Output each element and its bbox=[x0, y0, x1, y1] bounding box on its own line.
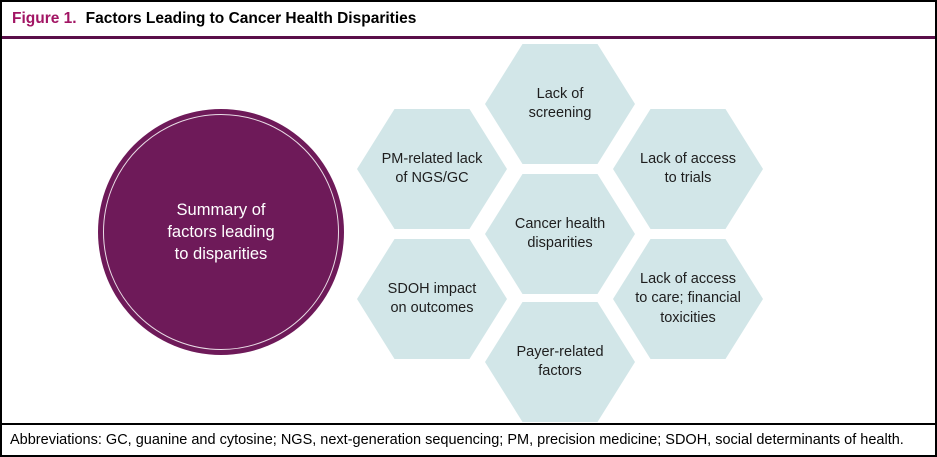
figure-header: Figure 1. Factors Leading to Cancer Heal… bbox=[2, 2, 935, 36]
hexagon-sdoh-impact-on-outcomes: SDOH impact on outcomes bbox=[357, 239, 507, 359]
hexagon-lack-of-access-to-trials-label: Lack of access to trials bbox=[640, 150, 736, 186]
hexagon-lack-of-access-to-trials: Lack of access to trials bbox=[613, 109, 763, 229]
hexagon-sdoh-impact-on-outcomes-label: SDOH impact on outcomes bbox=[387, 280, 477, 316]
figure-label: Figure 1. bbox=[12, 10, 77, 27]
hexagon-cancer-health-disparities-label: Cancer health disparities bbox=[514, 215, 606, 251]
hexagon-cancer-health-disparities: Cancer health disparities bbox=[485, 174, 635, 294]
hexagon-lack-of-access-to-care-financial-toxicities: Lack of access to care; financial toxici… bbox=[613, 239, 763, 359]
abbreviations-footer: Abbreviations: GC, guanine and cytosine;… bbox=[2, 425, 935, 455]
footer-rule bbox=[2, 423, 935, 425]
hexagon-lack-of-screening-label: Lack of screening bbox=[528, 85, 592, 121]
diagram-canvas: Summary of factors leading to disparitie… bbox=[2, 39, 935, 423]
header-rule bbox=[2, 36, 935, 39]
hexagon-pm-related-lack-of-ngs-gc-label: PM-related lack of NGS/GC bbox=[381, 150, 483, 186]
hexagon-lack-of-screening: Lack of screening bbox=[485, 44, 635, 164]
abbreviations-text: Abbreviations: GC, guanine and cytosine;… bbox=[10, 432, 904, 448]
figure-title: Factors Leading to Cancer Health Dispari… bbox=[85, 10, 417, 27]
hexagon-payer-related-factors-label: Payer-related factors bbox=[516, 343, 604, 379]
hexagon-lack-of-access-to-care-financial-toxicities-label: Lack of access to care; financial toxici… bbox=[635, 271, 741, 326]
summary-circle-label: Summary of factors leading to disparitie… bbox=[167, 200, 275, 264]
hexagon-payer-related-factors: Payer-related factors bbox=[485, 302, 635, 422]
hexagon-pm-related-lack-of-ngs-gc: PM-related lack of NGS/GC bbox=[357, 109, 507, 229]
summary-circle: Summary of factors leading to disparitie… bbox=[98, 109, 344, 355]
